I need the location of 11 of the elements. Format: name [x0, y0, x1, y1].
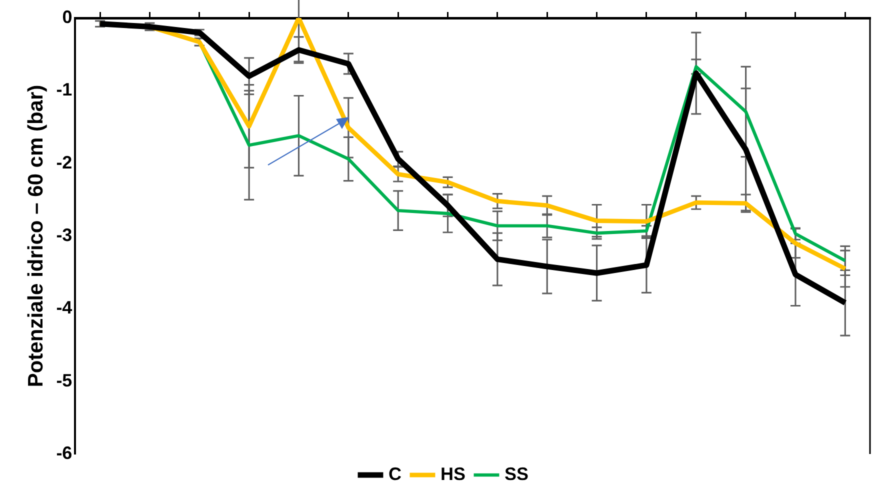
y-tick-label: -5: [56, 370, 72, 390]
y-tick-label: -1: [56, 80, 72, 100]
legend-label: C: [388, 464, 402, 484]
legend-label: SS: [504, 464, 529, 484]
y-tick-label: -3: [56, 224, 72, 245]
y-tick-label: -6: [56, 442, 72, 463]
y-axis-title: Potenziale idrico – 60 cm (bar): [24, 84, 48, 388]
legend-label: HS: [440, 464, 466, 484]
y-tick-label: 0: [62, 6, 72, 27]
y-tick-label: -2: [56, 152, 72, 172]
y-tick-label: -4: [56, 298, 72, 318]
